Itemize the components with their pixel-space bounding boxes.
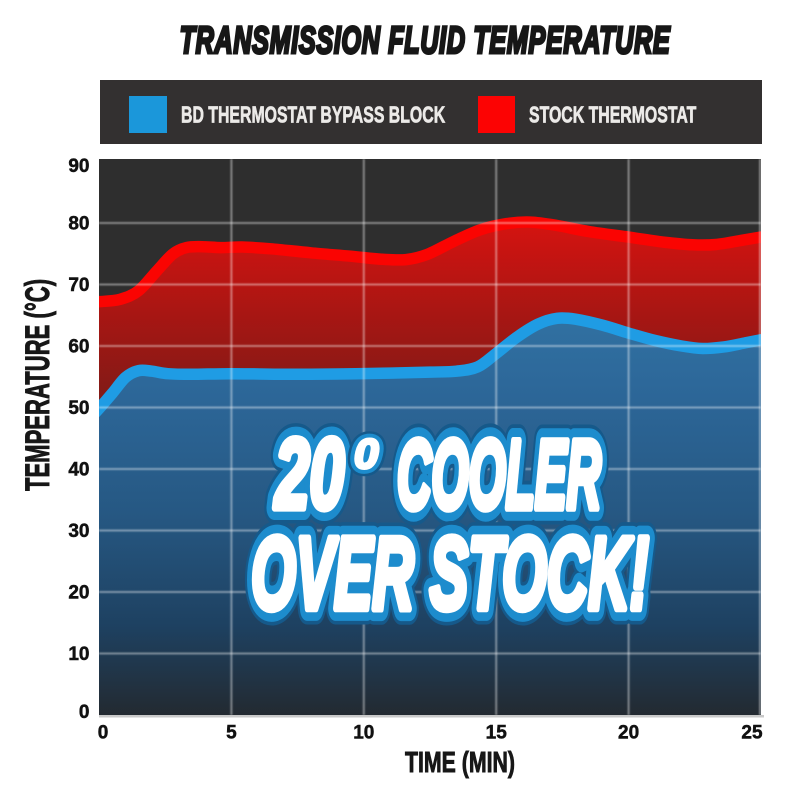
svg-text:OVER STOCK!: OVER STOCK! [251, 516, 649, 631]
svg-text:COOLER: COOLER [397, 422, 601, 530]
svg-text:COOLER: COOLER [397, 422, 601, 530]
svg-text:0: 0 [98, 723, 109, 744]
svg-text:TRANSMISSION FLUID TEMPERATURE: TRANSMISSION FLUID TEMPERATURE [180, 19, 671, 61]
svg-text:30: 30 [68, 521, 89, 542]
svg-text:0: 0 [354, 431, 379, 478]
svg-text:0: 0 [354, 431, 379, 478]
svg-text:90: 90 [68, 156, 89, 177]
svg-text:20: 20 [273, 418, 344, 529]
svg-text:40: 40 [68, 460, 89, 481]
svg-text:OVER STOCK!: OVER STOCK! [251, 516, 649, 631]
svg-text:COOLER: COOLER [397, 422, 601, 530]
svg-text:20: 20 [273, 418, 344, 529]
svg-text:60: 60 [68, 337, 89, 358]
svg-text:BD THERMOSTAT BYPASS BLOCK: BD THERMOSTAT BYPASS BLOCK [181, 103, 446, 129]
svg-text:50: 50 [68, 398, 89, 419]
svg-text:5: 5 [226, 723, 237, 744]
svg-text:70: 70 [68, 275, 89, 296]
svg-text:20: 20 [273, 418, 344, 529]
svg-text:80: 80 [68, 214, 89, 235]
svg-text:20: 20 [618, 723, 639, 744]
svg-text:20: 20 [68, 583, 89, 604]
svg-text:10: 10 [68, 644, 89, 665]
svg-text:25: 25 [741, 723, 763, 744]
svg-text:OVER STOCK!: OVER STOCK! [251, 516, 649, 631]
svg-text:15: 15 [486, 723, 508, 744]
svg-text:TEMPERATURE (°C): TEMPERATURE (°C) [19, 279, 57, 491]
svg-text:TIME (MIN): TIME (MIN) [405, 747, 515, 779]
svg-text:10: 10 [353, 723, 374, 744]
svg-text:STOCK THERMOSTAT: STOCK THERMOSTAT [529, 103, 697, 129]
svg-text:0: 0 [79, 702, 90, 723]
